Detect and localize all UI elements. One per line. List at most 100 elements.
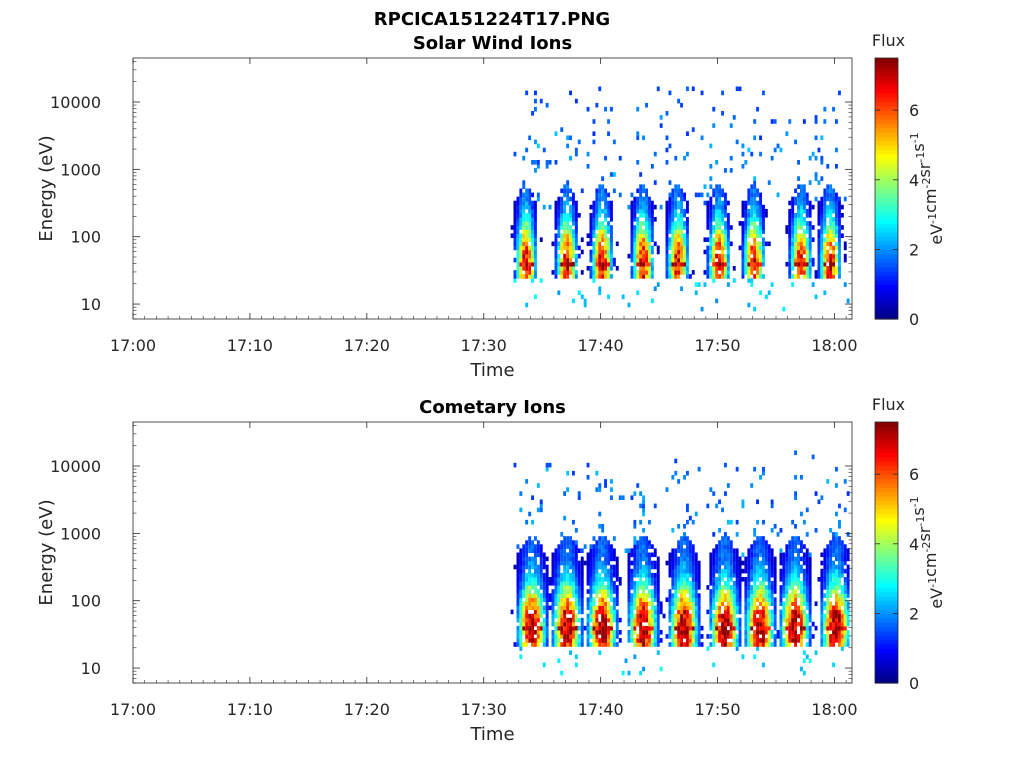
flux-cell [545,621,549,627]
flux-cell [756,572,759,578]
colorbar-segment [875,162,898,168]
flux-cell [636,593,640,598]
flux-cell [782,617,786,623]
flux-cell [525,609,529,615]
flux-cell [554,270,558,275]
flux-cell [598,261,602,267]
flux-cell [539,605,543,611]
flux-cell [683,597,686,602]
flux-cell [797,213,800,218]
flux-cell [724,585,727,590]
flux-cell [715,568,719,574]
flux-cell [645,257,648,263]
flux-cell [642,208,645,214]
flux-cell [659,609,663,615]
flux-cell [639,204,643,210]
x-tick-label: 17:10 [227,700,273,719]
flux-cell [569,540,572,545]
flux-cell [566,568,570,574]
flux-cell [680,241,683,247]
flux-cell [566,241,570,247]
flux-cell [513,229,517,234]
flux-cell [522,217,526,222]
flux-cell [513,204,517,210]
flux-cell [572,572,575,578]
flux-cell [843,638,847,643]
flux-cell [560,270,564,275]
flux-cell [545,556,549,562]
flux-cell [794,544,797,549]
flux-cell [794,475,797,480]
flux-cell [557,630,561,635]
flux-cell [697,192,701,198]
flux-cell [843,245,847,251]
flux-cell [829,233,833,238]
flux-cell [554,245,558,251]
flux-cell [826,188,830,194]
flux-cell [832,229,835,234]
flux-cell [785,634,789,639]
flux-cell [802,670,806,676]
flux-cell [563,213,567,218]
flux-cell [683,548,686,553]
flux-cell [794,188,797,194]
flux-cell [630,613,634,619]
flux-cell [545,638,549,643]
flux-cell [753,617,757,623]
flux-cell [671,605,675,611]
flux-cell [572,581,575,586]
flux-cell [534,597,537,602]
flux-cell [823,290,827,296]
flux-cell [779,147,783,153]
flux-cell [636,233,640,238]
flux-cell [598,577,602,582]
flux-cell [604,564,607,570]
flux-cell [557,196,561,202]
flux-cell [756,625,759,631]
flux-cell [592,577,596,582]
flux-cell [688,593,692,598]
flux-cell [589,548,593,553]
flux-cell [674,585,678,590]
flux-cell [680,196,683,202]
flux-cell [835,634,838,639]
flux-cell [627,621,631,627]
flux-cell [756,617,759,623]
flux-cell [688,581,692,586]
flux-cell [531,634,534,639]
flux-cell [519,568,523,574]
flux-cell [534,160,537,165]
flux-cell [589,249,593,255]
flux-cell [633,630,637,635]
flux-cell [604,625,607,631]
flux-cell [759,475,762,480]
flux-cell [636,621,640,627]
colorbar-segment [875,600,898,606]
flux-cell [686,233,689,238]
flux-cell [683,253,686,259]
flux-cell [724,221,727,226]
flux-cell [791,638,795,643]
flux-cell [826,241,830,247]
flux-cell [548,577,552,582]
flux-cell [569,638,572,643]
flux-cell [709,577,713,582]
flux-cell [534,621,537,627]
flux-cell [528,249,532,255]
flux-cell [838,617,841,623]
flux-cell [709,621,713,627]
flux-cell [610,274,613,279]
flux-cell [770,556,774,562]
flux-cell [522,617,526,623]
flux-cell [785,544,789,549]
flux-cell [604,572,607,578]
flux-cell [770,621,774,627]
flux-cell [791,625,795,631]
flux-cell [826,642,830,647]
flux-cell [604,577,607,582]
flux-cell [688,597,692,602]
flux-cell [732,638,736,643]
flux-cell [838,245,841,251]
flux-cell [589,237,593,242]
flux-cell [607,585,610,590]
